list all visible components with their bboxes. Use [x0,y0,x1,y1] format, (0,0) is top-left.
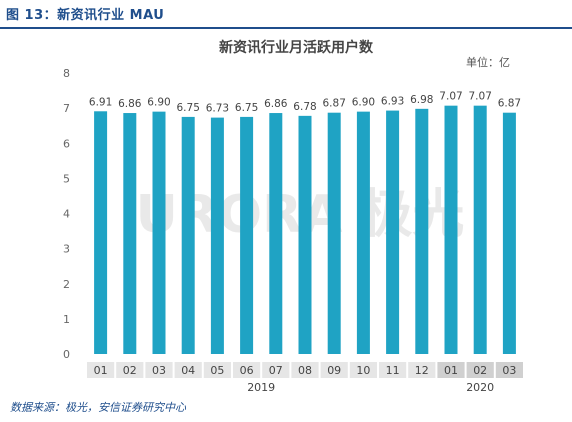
bar-13 [444,105,458,354]
category-label-12: 12 [415,364,429,377]
chart-title: 新资讯行业月活跃用户数 [219,39,374,56]
category-band-1 [87,362,115,378]
year-label-2020: 2020 [466,381,494,394]
y-tick-label-1: 1 [63,313,70,326]
category-label-7: 07 [269,364,283,377]
bar-2 [123,113,137,354]
category-label-5: 05 [210,364,224,377]
category-band-10 [349,362,377,378]
category-band-6 [233,362,261,378]
category-band-4 [174,362,202,378]
data-label-14: 7.07 [469,91,492,103]
bar-3 [152,111,166,354]
category-label-8: 08 [298,364,312,377]
category-label-14: 02 [473,364,487,377]
category-label-9: 09 [327,364,341,377]
category-band-7 [262,362,290,378]
category-label-15: 03 [502,364,516,377]
bar-11 [386,110,400,355]
data-label-9: 6.87 [323,98,346,110]
title-rule [0,27,572,29]
category-band-13 [437,362,465,378]
category-band-2 [116,362,144,378]
category-band-12 [408,362,436,378]
bar-12 [415,108,429,354]
category-band-9 [320,362,348,378]
y-tick-label-6: 6 [63,137,70,150]
bar-10 [356,111,370,354]
category-label-2: 02 [123,364,137,377]
category-label-11: 11 [386,364,400,377]
data-label-2: 6.86 [118,98,142,110]
category-label-4: 04 [181,364,195,377]
source-note: 数据来源：极光，安信证券研究中心 [10,401,186,414]
unit-label: 单位：亿 [466,55,510,69]
data-label-13: 7.07 [439,91,462,103]
data-label-3: 6.90 [147,97,170,109]
category-band-11 [379,362,407,378]
category-band-3 [145,362,173,378]
data-label-6: 6.75 [235,102,258,114]
data-label-12: 6.98 [410,94,433,106]
figure-title: 图 13：新资讯行业 MAU [6,8,165,23]
y-tick-label-7: 7 [63,102,70,115]
data-label-8: 6.78 [293,101,316,113]
y-tick-label-3: 3 [63,243,70,256]
bar-4 [181,116,195,354]
bar-9 [327,112,341,354]
data-label-10: 6.90 [352,97,375,109]
data-label-15: 6.87 [498,98,521,110]
category-band-14 [466,362,494,378]
category-band-5 [203,362,231,378]
category-band-8 [291,362,319,378]
y-tick-label-8: 8 [63,67,70,80]
category-label-3: 03 [152,364,166,377]
bar-14 [473,105,487,354]
bar-15 [502,112,516,354]
data-label-5: 6.73 [206,103,229,115]
y-tick-label-0: 0 [63,348,70,361]
bar-6 [240,116,254,354]
data-label-1: 6.91 [89,96,112,108]
bar-7 [269,113,283,354]
data-label-4: 6.75 [177,102,200,114]
data-label-7: 6.86 [264,98,288,110]
bar-1 [94,111,108,354]
category-label-10: 10 [356,364,370,377]
bar-5 [210,117,224,354]
category-band-15 [495,362,523,378]
y-tick-label-4: 4 [63,208,70,221]
data-label-11: 6.93 [381,96,404,108]
year-label-2019: 2019 [247,381,275,394]
bar-8 [298,115,312,354]
y-tick-label-5: 5 [63,172,70,185]
category-label-6: 06 [240,364,254,377]
category-label-13: 01 [444,364,458,377]
y-tick-label-2: 2 [63,278,70,291]
category-label-1: 01 [94,364,108,377]
